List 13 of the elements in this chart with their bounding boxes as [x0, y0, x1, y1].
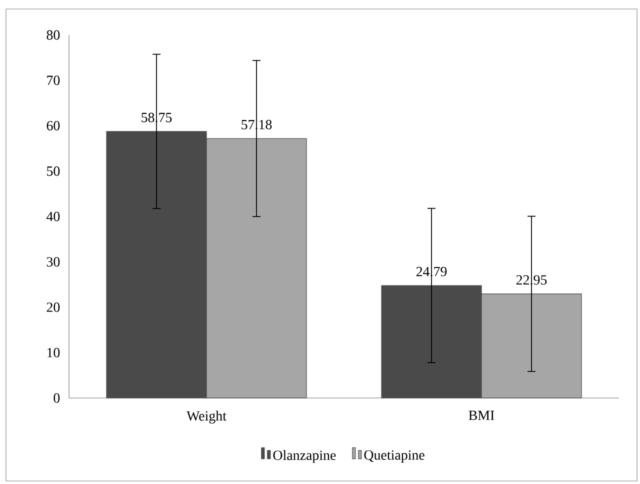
y-tick-label: 10 [47, 348, 60, 358]
y-tick-label: 70 [47, 76, 60, 86]
legend-label: Olanzapine [273, 450, 336, 463]
y-tick-label: 60 [46, 121, 60, 130]
legend-label: Quetiapine [364, 450, 424, 463]
x-tick-label: Weight [186, 410, 226, 424]
y-tick-label: 30 [46, 257, 60, 267]
y-tick-label: 40 [46, 212, 60, 222]
y-tick-label: 20 [46, 302, 60, 312]
y-tick-label: 50 [47, 166, 60, 176]
x-tick-label: BMI [468, 410, 494, 420]
y-tick-label: 80 [46, 30, 60, 40]
y-tick-label: 0 [54, 393, 60, 403]
